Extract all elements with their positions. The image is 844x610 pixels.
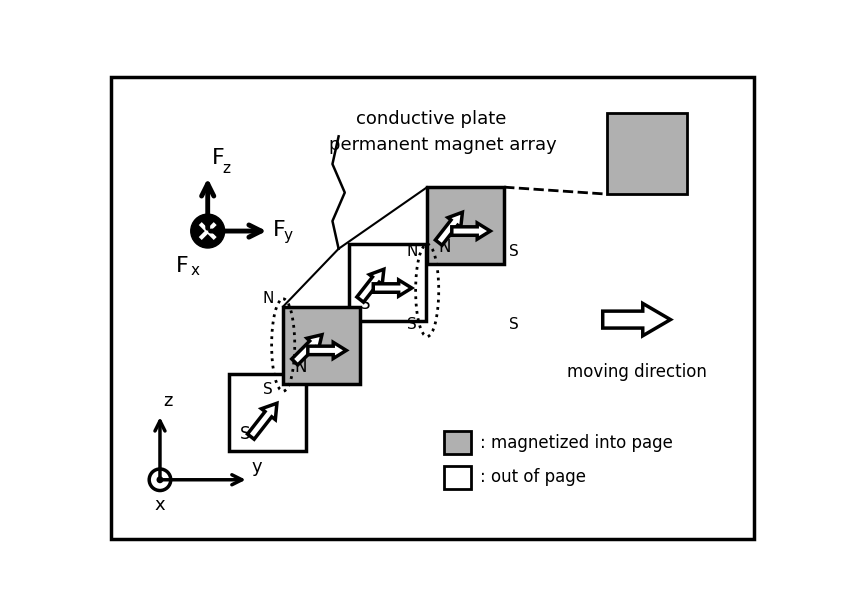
Text: S: S [240,425,251,443]
Circle shape [156,476,164,483]
Polygon shape [436,212,463,245]
Bar [607,113,687,194]
Text: F: F [212,148,225,168]
Text: S: S [360,295,370,314]
Text: S: S [509,317,518,332]
Circle shape [149,469,170,490]
Text: N: N [262,292,273,306]
Text: N: N [452,434,464,452]
Text: S: S [407,317,417,332]
Text: N: N [438,239,451,256]
Text: x: x [154,496,165,514]
Text: permanent magnet array: permanent magnet array [328,136,556,154]
Circle shape [191,214,225,248]
Polygon shape [603,303,670,336]
Polygon shape [357,269,384,302]
Text: F: F [176,256,188,276]
Text: y: y [284,228,292,243]
Bar [427,187,504,264]
Text: : magnetized into page: : magnetized into page [479,434,673,452]
Text: : out of page: : out of page [479,468,586,486]
Polygon shape [247,403,277,439]
Text: F: F [273,220,285,240]
Text: N: N [406,245,418,259]
Text: x: x [191,263,200,278]
Bar [284,306,360,384]
Text: y: y [252,458,262,476]
Text: S: S [509,245,518,259]
Polygon shape [373,280,412,296]
Polygon shape [292,335,322,365]
Polygon shape [308,342,346,359]
Text: S: S [452,468,463,486]
Text: N: N [294,358,306,376]
Bar [444,431,471,454]
Text: z: z [163,392,172,410]
Bar [230,373,306,451]
Bar [349,244,425,321]
Text: z: z [222,162,230,176]
Text: moving direction: moving direction [566,363,706,381]
Bar [444,466,471,489]
Polygon shape [452,223,490,239]
Text: S: S [262,382,273,397]
Text: conductive plate: conductive plate [356,110,506,128]
